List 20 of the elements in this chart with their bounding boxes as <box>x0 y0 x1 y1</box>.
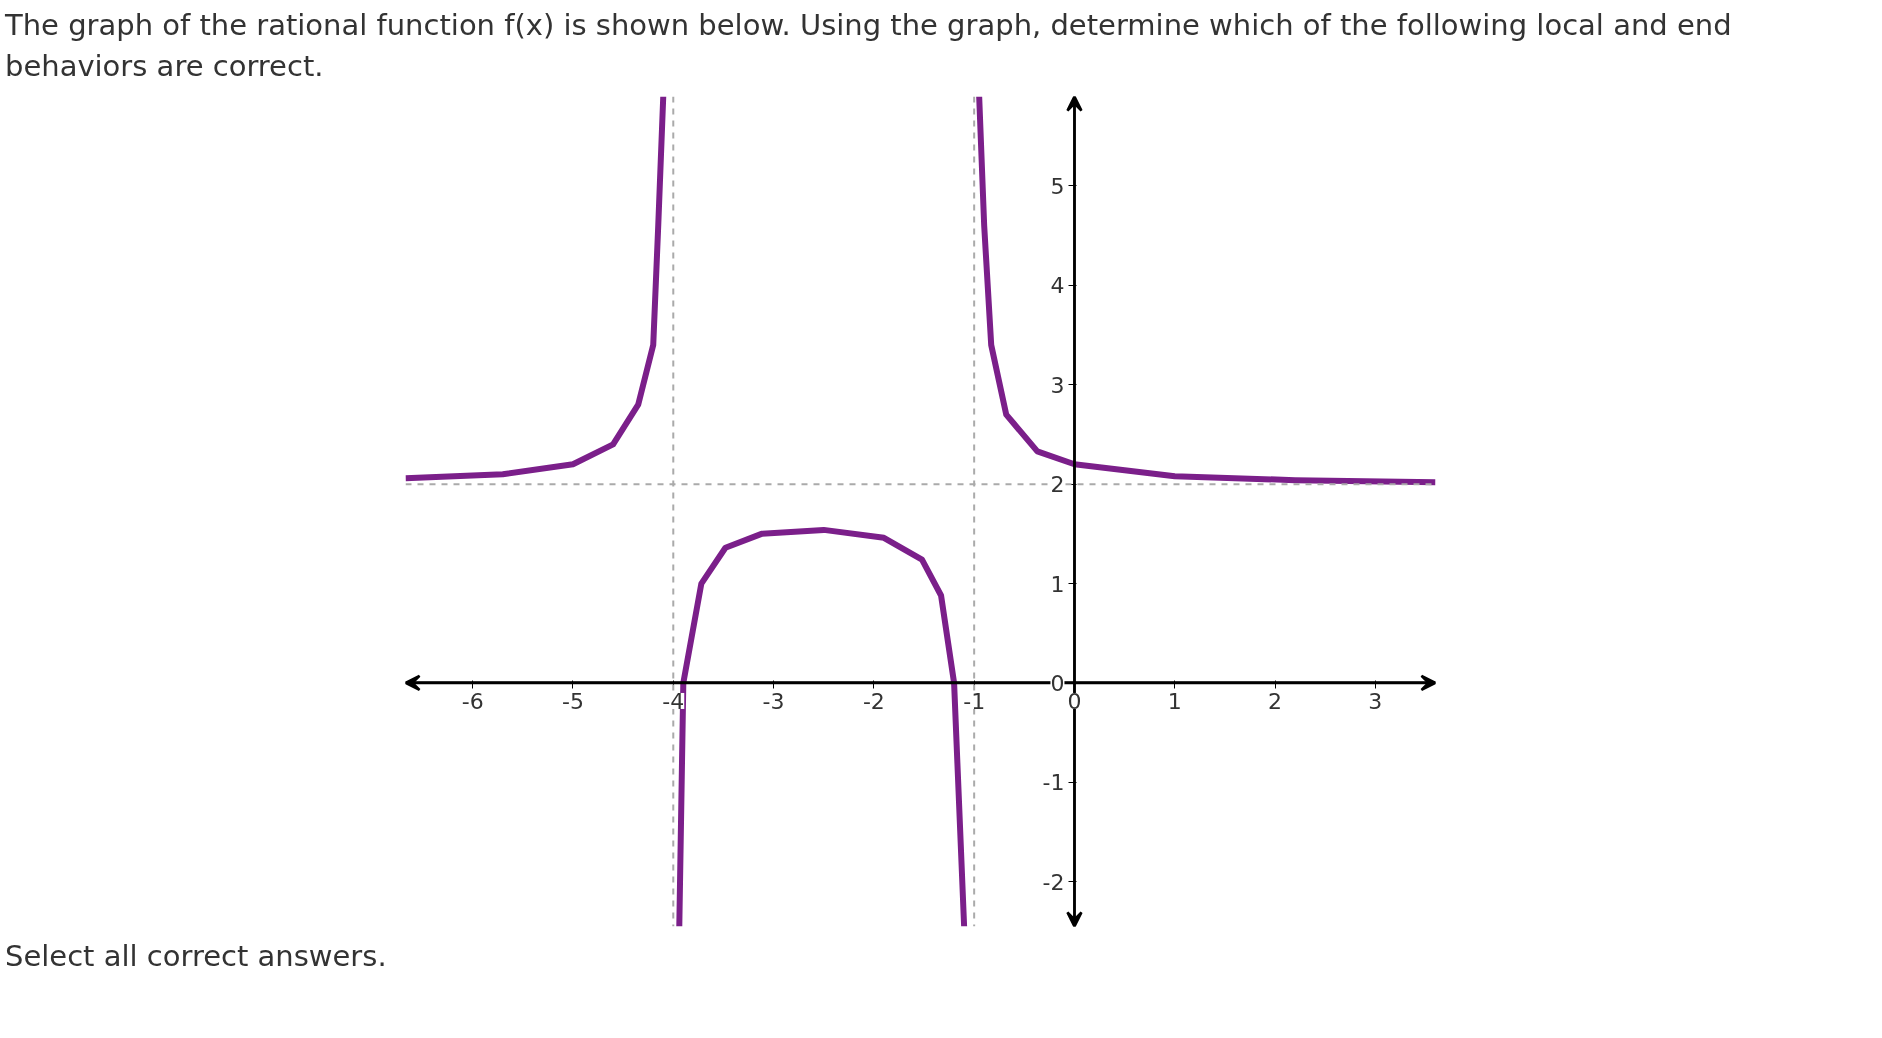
x-tick-label: -4 <box>662 689 685 715</box>
y-tick-label: -2 <box>1042 869 1065 895</box>
x-tick-label: -6 <box>461 689 484 715</box>
y-tick-label: -1 <box>1042 770 1065 796</box>
y-tick-label: 1 <box>1050 571 1065 597</box>
x-tick-label: 3 <box>1368 689 1383 715</box>
x-tick-label: 0 <box>1067 689 1082 715</box>
x-tick-label: -5 <box>562 689 584 715</box>
text: Select all correct answers. <box>5 938 387 976</box>
x-tick-label: -1 <box>963 689 986 715</box>
y-tick-label: 2 <box>1050 472 1065 498</box>
x-tick-label: -3 <box>762 689 785 715</box>
y-tick-label: 5 <box>1050 174 1065 200</box>
y-tick-label: 0 <box>1050 671 1065 697</box>
x-tick-label: -2 <box>862 689 885 715</box>
y-tick-label: 3 <box>1050 372 1065 398</box>
y-tick-label: 4 <box>1050 273 1065 299</box>
x-tick-label: 2 <box>1268 689 1283 715</box>
x-tick-label: 1 <box>1167 689 1182 715</box>
chart-title: The graph of the rational function f(x) is shown below. Using the graph, determine which of the following local and end behaviors are correct. <box>5 7 1733 85</box>
